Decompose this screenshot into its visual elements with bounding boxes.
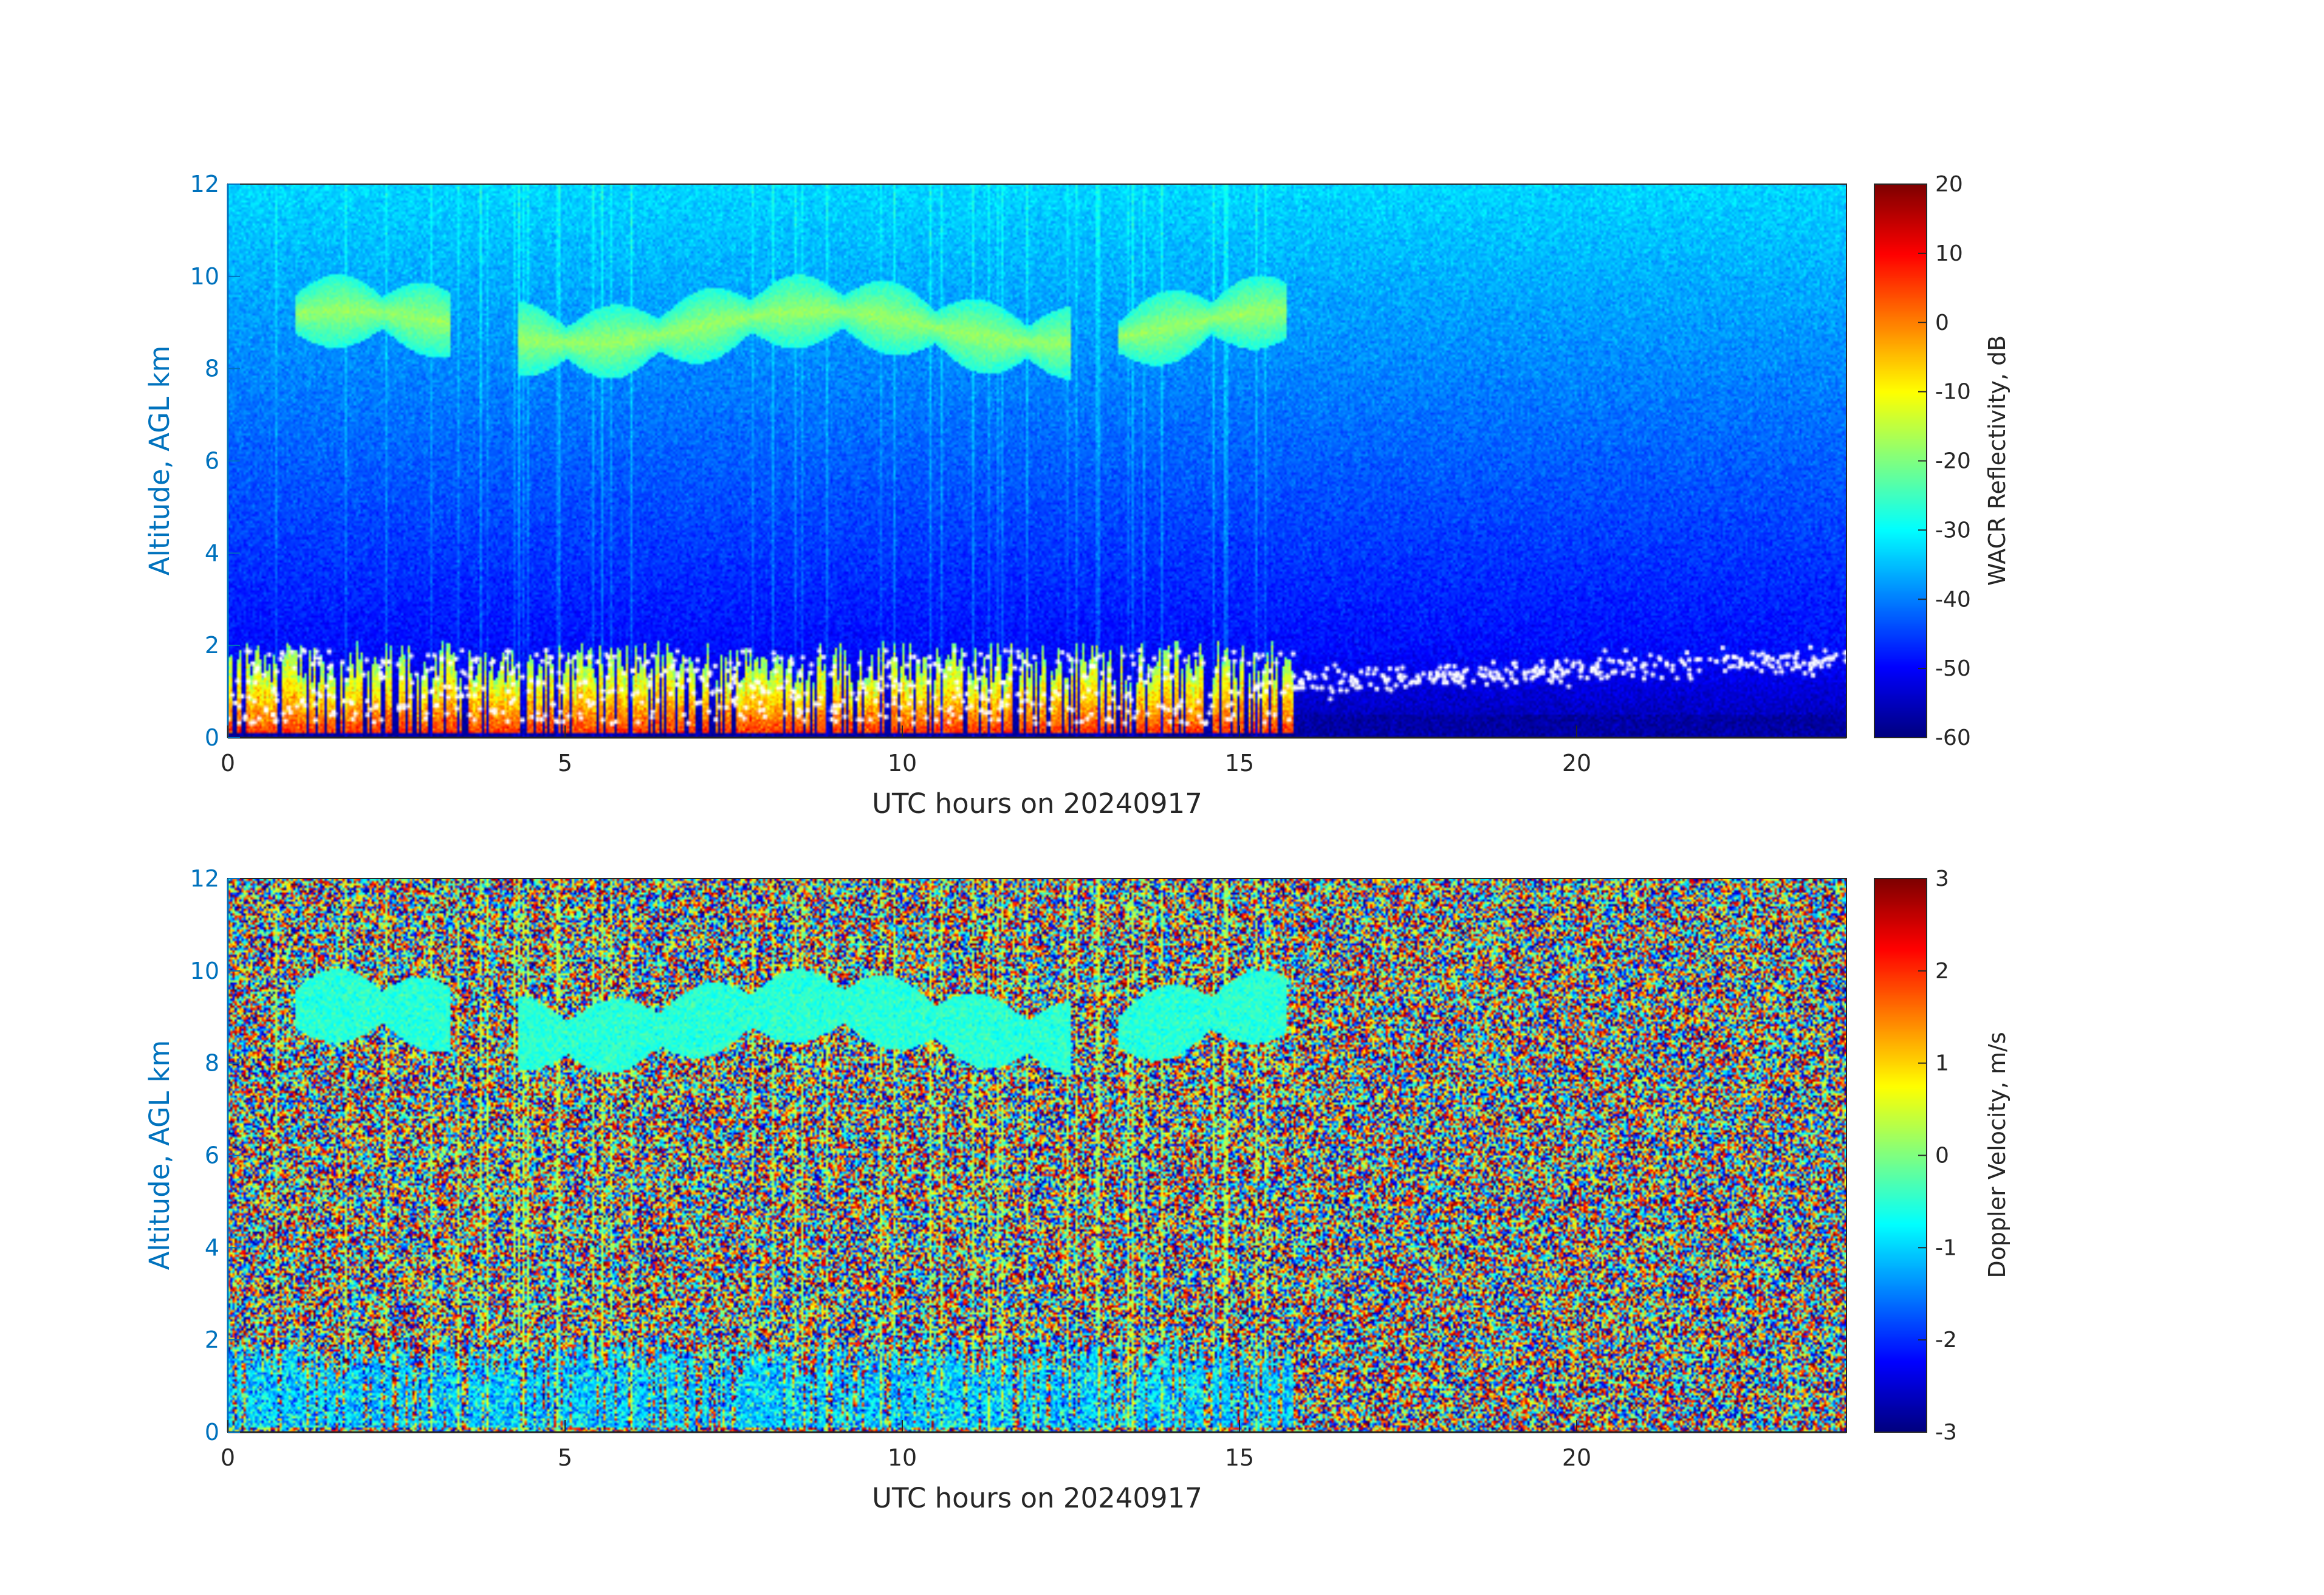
reflectivity-heatmap	[228, 184, 1846, 738]
y-axis-label-2: Altitude, AGL km	[143, 1040, 176, 1271]
colorbar-ticks-2: 3 2 1 0 -1 -2 -3	[1918, 866, 1957, 1445]
colorbar-reflectivity	[1874, 184, 1927, 738]
x-tick-label: 15	[1225, 750, 1254, 777]
colorbar-ticks-1: 20 10 0 -10 -20 -30 -40 -50 -60	[1918, 172, 1971, 750]
colorbar-tick-label: -30	[1935, 518, 1971, 543]
colorbar-tick-label: -50	[1935, 656, 1971, 681]
colorbar-tick-label: 3	[1935, 866, 1949, 891]
colorbar-tick-label: -20	[1935, 449, 1971, 474]
colorbar-tick-label: -40	[1935, 587, 1971, 612]
colorbar-tick-label: -10	[1935, 380, 1971, 405]
y-tick-label: 12	[190, 865, 219, 892]
colorbar-tick-label: 10	[1935, 241, 1963, 266]
x-tick-label: 5	[558, 750, 572, 777]
x-tick-label: 10	[888, 1444, 917, 1471]
colorbar-tick-label: 0	[1935, 1144, 1949, 1168]
y-tick-label: 4	[205, 1234, 219, 1261]
y-tick-label: 10	[190, 263, 219, 290]
x-tick-label: 10	[888, 750, 917, 777]
x-tick-label: 0	[221, 750, 235, 777]
colorbar-tick-label: 2	[1935, 959, 1949, 984]
colorbar-label-2: Doppler Velocity, m/s	[1984, 1032, 2010, 1278]
y-tick-label: 2	[205, 632, 219, 659]
y-tick-label: 2	[205, 1326, 219, 1353]
y-tick-label: 0	[205, 1419, 219, 1446]
y-tick-label: 10	[190, 958, 219, 984]
colorbar-label-1: WACR Reflectivity, dB	[1984, 335, 2010, 586]
x-axis-label-2: UTC hours on 20240917	[872, 1482, 1202, 1514]
y-tick-label: 8	[205, 1050, 219, 1077]
y-tick-label: 6	[205, 448, 219, 475]
colorbar-tick-label: 1	[1935, 1051, 1949, 1076]
axes-1: 0 5 10 15 20 0 2 4 6 8 10 12	[190, 171, 1846, 777]
colorbar-tick-label: -2	[1935, 1328, 1957, 1353]
y-tick-label: 8	[205, 355, 219, 382]
colorbar-doppler	[1874, 879, 1927, 1432]
y-axis-label-1: Altitude, AGL km	[143, 346, 176, 576]
colorbar-tick-label: 0	[1935, 310, 1949, 335]
y-tick-label: 6	[205, 1142, 219, 1169]
y-tick-label: 0	[205, 724, 219, 751]
y-tick-label: 12	[190, 171, 219, 197]
doppler-heatmap	[228, 879, 1846, 1432]
x-tick-label: 5	[558, 1444, 572, 1471]
x-tick-label: 15	[1225, 1444, 1254, 1471]
x-tick-label: 0	[221, 1444, 235, 1471]
x-tick-label: 20	[1562, 750, 1591, 777]
axes-2: 0 5 10 15 20 0 2 4 6 8 10 12	[190, 865, 1846, 1471]
colorbar-tick-label: -1	[1935, 1235, 1957, 1260]
y-tick-label: 4	[205, 540, 219, 566]
colorbar-tick-label: 20	[1935, 172, 1963, 197]
x-tick-label: 20	[1562, 1444, 1591, 1471]
colorbar-tick-label: -3	[1935, 1420, 1957, 1445]
x-axis-label-1: UTC hours on 20240917	[872, 787, 1202, 820]
colorbar-tick-label: -60	[1935, 725, 1971, 750]
